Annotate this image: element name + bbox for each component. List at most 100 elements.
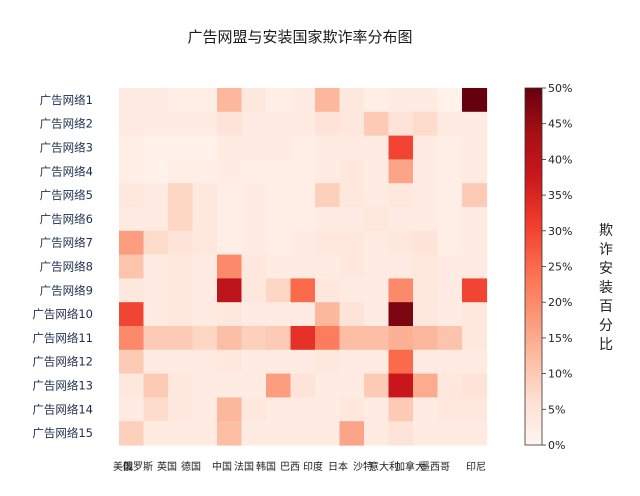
column-label: 印度 [303, 460, 323, 473]
row-label: 广告网络15 [32, 426, 93, 440]
heatmap-cell [315, 326, 341, 351]
heatmap-cell [266, 230, 292, 256]
heatmap-cell [413, 159, 439, 184]
heatmap-cell [168, 88, 194, 113]
heatmap-cell [437, 230, 463, 256]
heatmap-cell [241, 230, 267, 256]
heatmap-cell [192, 159, 218, 184]
heatmap-cell [437, 421, 463, 446]
heatmap-cell [413, 254, 439, 279]
heatmap-cell [241, 183, 267, 208]
colorbar-tick-label: 40% [548, 153, 572, 166]
colorbar-tick-label: 45% [548, 118, 572, 131]
heatmap-cell [315, 207, 341, 232]
row-label: 广告网络7 [40, 236, 93, 250]
heatmap-cell [192, 302, 218, 327]
heatmap-cell [143, 88, 169, 113]
heatmap-cell [217, 373, 243, 398]
heatmap-cell [413, 111, 439, 137]
heatmap-cell [364, 183, 390, 208]
heatmap-cell [388, 278, 414, 303]
heatmap-cell [315, 421, 341, 446]
colorbar-tick-label: 30% [548, 225, 572, 238]
column-label: 加拿大 [395, 460, 425, 473]
heatmap-cell [168, 230, 194, 256]
row-label: 广告网络5 [40, 188, 93, 202]
heatmap-cell [266, 278, 292, 303]
heatmap-cell [266, 159, 292, 184]
heatmap-cell [339, 135, 365, 160]
heatmap-cell [241, 111, 267, 137]
heatmap-cell [315, 254, 341, 279]
colorbar-label: 欺诈安装百分比 [599, 223, 613, 353]
heatmap-cell [462, 302, 488, 327]
colorbar-tick-label: 50% [548, 82, 572, 95]
heatmap-cell [364, 326, 390, 351]
heatmap-cell [143, 326, 169, 351]
column-label: 巴西 [280, 461, 300, 473]
heatmap-cell [339, 183, 365, 208]
column-label: 墨西哥 [420, 461, 450, 473]
heatmap-cell [241, 373, 267, 398]
heatmap-cell [339, 278, 365, 303]
heatmap-cell [119, 183, 145, 208]
heatmap-cell [388, 326, 414, 351]
heatmap-cell [143, 111, 169, 137]
heatmap-cell [290, 111, 316, 137]
heatmap-cell [315, 278, 341, 303]
heatmap-cell [462, 183, 488, 208]
heatmap-cell [388, 349, 414, 375]
heatmap-cell [339, 373, 365, 398]
heatmap-cell [217, 302, 243, 327]
heatmap-cell [241, 349, 267, 375]
heatmap-cell [168, 207, 194, 232]
heatmap-cell [364, 421, 390, 446]
heatmap-cell [241, 135, 267, 160]
heatmap-cell [290, 373, 316, 398]
heatmap-cell [217, 111, 243, 137]
heatmap-cell [217, 421, 243, 446]
heatmap-cell [339, 207, 365, 232]
row-label: 广告网络2 [40, 117, 93, 131]
heatmap-cell [119, 230, 145, 256]
heatmap-cell [266, 88, 292, 113]
heatmap-cell [168, 111, 194, 137]
heatmap-cell [143, 230, 169, 256]
heatmap-cell [462, 326, 488, 351]
heatmap-cell [388, 421, 414, 446]
heatmap-cell [266, 111, 292, 137]
column-label: 沙特 [353, 461, 373, 473]
colorbar-tick-label: 5% [548, 403, 565, 416]
heatmap-cell [462, 111, 488, 137]
heatmap-cell [168, 373, 194, 398]
row-label: 广告网络3 [40, 141, 93, 155]
heatmap-cell [143, 278, 169, 303]
heatmap-cell [462, 207, 488, 232]
heatmap-cell [290, 135, 316, 160]
heatmap-cell [266, 397, 292, 422]
heatmap-cell [217, 254, 243, 279]
heatmap-cell [266, 421, 292, 446]
heatmap-cell [119, 207, 145, 232]
row-labels: 广告网络1 广告网络2 广告网络3 广告网络4 广告网络5 广告网络6 广告网络7 广告网络8… [32, 93, 93, 440]
heatmap-cell [168, 326, 194, 351]
heatmap-cell [437, 302, 463, 327]
heatmap-cell [339, 349, 365, 375]
row-label: 广告网络14 [32, 402, 93, 416]
heatmap-cell [388, 183, 414, 208]
heatmap-cell [192, 326, 218, 351]
heatmap-cell [217, 207, 243, 232]
heatmap-cell [437, 373, 463, 398]
heatmap-cell [413, 135, 439, 160]
column-label: 韩国 [256, 460, 276, 473]
heatmap-cell [119, 111, 145, 137]
heatmap-cell [168, 159, 194, 184]
heatmap-cell [364, 302, 390, 327]
heatmap-cell [192, 135, 218, 160]
heatmap-cell [339, 111, 365, 137]
heatmap-cell [315, 159, 341, 184]
column-label: 美国 [113, 460, 133, 473]
heatmap-cell [119, 254, 145, 279]
